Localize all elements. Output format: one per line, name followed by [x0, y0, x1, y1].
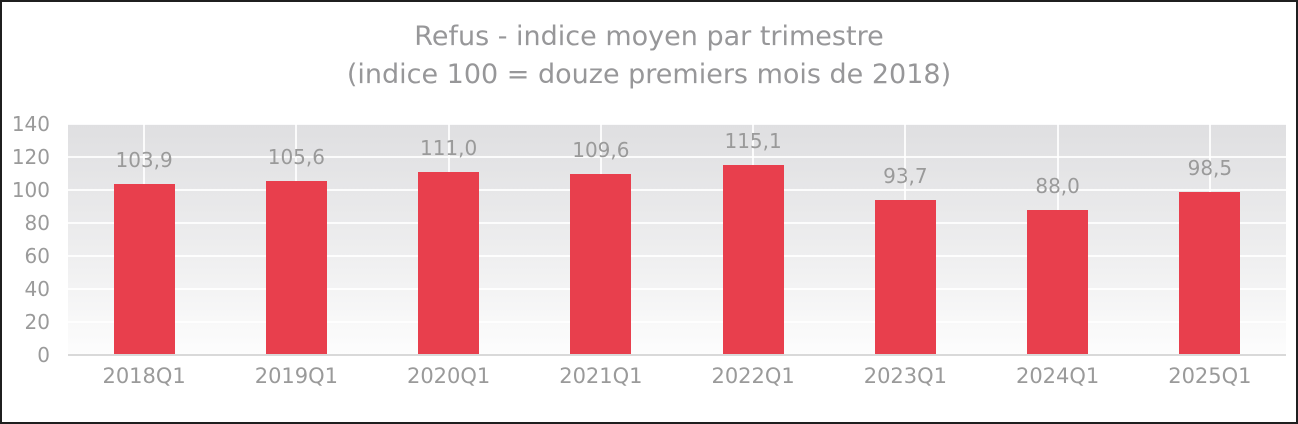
bar-2019Q1	[265, 180, 327, 355]
h-gridline	[68, 123, 1286, 125]
bar-2025Q1	[1179, 192, 1241, 355]
x-axis: 2018Q1 2019Q1 2020Q1 2021Q1 2022Q1 2023Q1 2024…	[68, 364, 1286, 396]
bar-2022Q1	[722, 165, 784, 355]
chart-subtitle: (indice 100 = douze premiers mois de 201…	[346, 59, 952, 90]
x-tick-label: 2022Q1	[711, 364, 795, 388]
bar-value-label: 93,7	[883, 164, 928, 189]
bar-2024Q1	[1027, 209, 1089, 355]
h-gridline	[68, 255, 1286, 257]
bar-value-label: 88,0	[1035, 173, 1080, 198]
y-tick-label: 0	[37, 343, 50, 367]
x-tick-label: 2019Q1	[254, 364, 339, 388]
h-gridline	[68, 222, 1286, 224]
y-axis: 0 20 40 60 80 100 120 140	[2, 112, 58, 367]
x-tick-label: 2023Q1	[863, 364, 948, 388]
bar-2023Q1	[874, 200, 936, 355]
h-gridline	[68, 189, 1286, 191]
x-tick-label: 2018Q1	[102, 364, 186, 388]
h-gridline	[68, 321, 1286, 323]
h-gridline	[68, 288, 1286, 290]
chart-title: Refus - indice moyen par trimestre	[414, 21, 884, 52]
chart-title-block: Refus - indice moyen par trimestre (indi…	[2, 18, 1296, 94]
y-tick-label: 140	[11, 112, 50, 136]
y-tick-label: 80	[24, 211, 50, 235]
bar-value-label: 98,5	[1187, 156, 1233, 181]
bar-value-label: 103,9	[115, 147, 173, 172]
bar-2021Q1	[570, 174, 632, 355]
bar-value-label: 109,6	[572, 138, 630, 163]
y-tick-label: 40	[24, 277, 50, 301]
x-tick-label: 2024Q1	[1015, 364, 1100, 388]
bar-value-label: 105,6	[267, 144, 325, 169]
bar-2020Q1	[418, 171, 480, 355]
y-tick-label: 120	[11, 145, 50, 169]
x-tick-label: 2020Q1	[406, 364, 491, 388]
bar-value-label: 111,0	[419, 135, 478, 160]
bar-value-label: 115,1	[724, 129, 782, 154]
plot-area: 103,9 105,6 111,0 109,6 115,1 93,7 88,0 98,5	[68, 123, 1286, 355]
y-tick-label: 100	[11, 178, 50, 202]
bar-2018Q1	[113, 183, 175, 355]
h-gridline	[68, 156, 1286, 158]
y-tick-label: 20	[24, 310, 50, 334]
y-tick-label: 60	[24, 244, 50, 268]
x-axis-line	[68, 354, 1286, 356]
x-tick-label: 2021Q1	[559, 364, 643, 388]
x-tick-label: 2025Q1	[1168, 364, 1252, 388]
